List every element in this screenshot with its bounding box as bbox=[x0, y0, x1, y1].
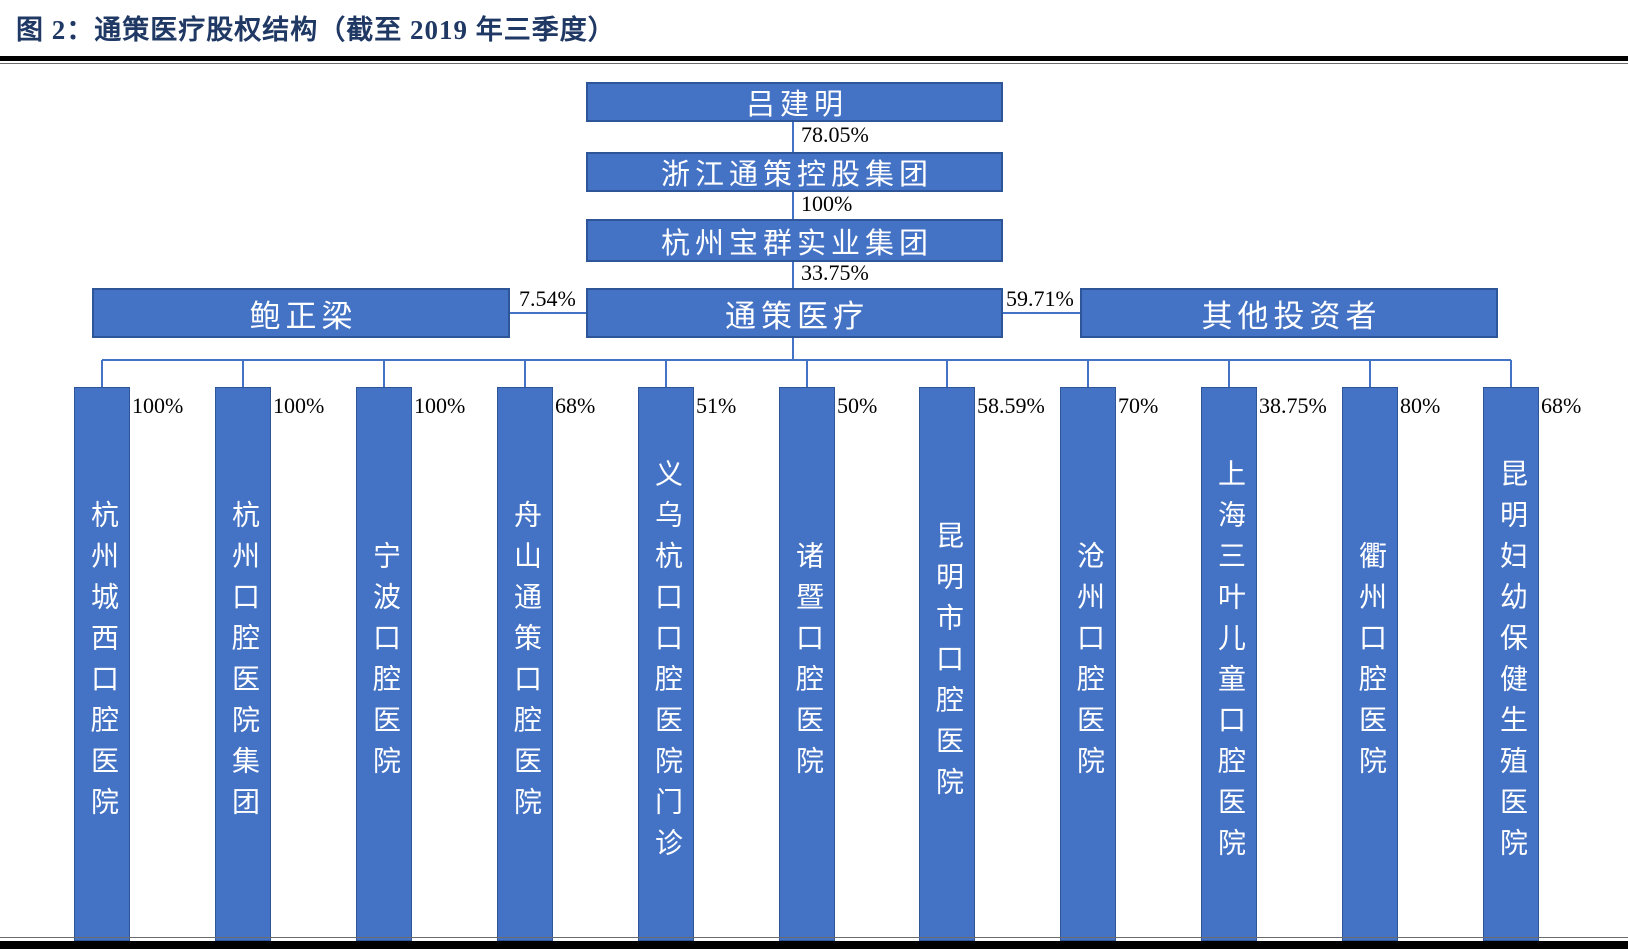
node-label: 杭州口腔医院集团 bbox=[228, 500, 259, 828]
node-subsidiary-2: 杭州口腔医院集团 bbox=[215, 387, 271, 941]
pct-subsidiary-9: 38.75% bbox=[1259, 393, 1327, 418]
node-label: 杭州城西口腔医院 bbox=[87, 500, 118, 828]
pct-subsidiary-3: 100% bbox=[414, 393, 466, 418]
pct-subsidiary-10: 80% bbox=[1400, 393, 1441, 418]
pct-subsidiary-1: 100% bbox=[132, 393, 184, 418]
node-label: 义乌杭口口腔医院门诊 bbox=[651, 459, 682, 869]
pct-subsidiary-7: 58.59% bbox=[977, 393, 1045, 418]
connector-chain-1 bbox=[792, 122, 794, 152]
connector-drop-10 bbox=[1369, 360, 1371, 387]
node-listed-company: 通策医疗 bbox=[586, 288, 1003, 338]
connector-left-link bbox=[510, 312, 586, 314]
node-subsidiary-3: 宁波口腔医院 bbox=[356, 387, 412, 941]
connector-drop-9 bbox=[1228, 360, 1230, 387]
node-industry-group: 杭州宝群实业集团 bbox=[586, 219, 1003, 262]
connector-chain-2 bbox=[792, 192, 794, 219]
node-subsidiary-4: 舟山通策口腔医院 bbox=[497, 387, 553, 941]
node-label: 舟山通策口腔医院 bbox=[510, 500, 541, 828]
connector-center-drop bbox=[792, 338, 794, 360]
node-label: 诸暨口腔医院 bbox=[792, 541, 823, 787]
bottom-thick-rule bbox=[0, 941, 1628, 949]
node-subsidiary-8: 沧州口腔医院 bbox=[1060, 387, 1116, 941]
node-label: 吕建明 bbox=[745, 89, 848, 121]
node-label: 衢州口腔医院 bbox=[1355, 541, 1386, 787]
node-label: 杭州宝群实业集团 bbox=[660, 227, 933, 260]
pct-subsidiary-6: 50% bbox=[837, 393, 878, 418]
pct-right-link: 59.71% bbox=[1006, 286, 1074, 311]
node-label: 昆明妇幼保健生殖医院 bbox=[1496, 459, 1527, 869]
node-subsidiary-6: 诸暨口腔医院 bbox=[779, 387, 835, 941]
node-label: 鲍正梁 bbox=[249, 298, 358, 334]
connector-drop-5 bbox=[665, 360, 667, 387]
pct-chain-2: 100% bbox=[801, 191, 853, 216]
node-label: 通策医疗 bbox=[725, 298, 869, 334]
node-label: 其他投资者 bbox=[1201, 298, 1382, 334]
connector-drop-4 bbox=[524, 360, 526, 387]
node-label: 宁波口腔医院 bbox=[369, 541, 400, 787]
node-subsidiary-9: 上海三叶儿童口腔医院 bbox=[1201, 387, 1257, 941]
pct-subsidiary-8: 70% bbox=[1118, 393, 1159, 418]
node-shareholder-right: 其他投资者 bbox=[1080, 288, 1498, 338]
connector-drop-6 bbox=[806, 360, 808, 387]
connector-chain-3 bbox=[792, 262, 794, 288]
connector-right-link bbox=[1003, 312, 1080, 314]
pct-subsidiary-11: 68% bbox=[1541, 393, 1582, 418]
pct-chain-3: 33.75% bbox=[801, 260, 869, 285]
node-label: 沧州口腔医院 bbox=[1073, 541, 1104, 787]
node-holding-group: 浙江通策控股集团 bbox=[586, 152, 1003, 192]
figure-title: 图 2：通策医疗股权结构（截至 2019 年三季度） bbox=[16, 15, 616, 45]
node-subsidiary-10: 衢州口腔医院 bbox=[1342, 387, 1398, 941]
connector-drop-1 bbox=[101, 360, 103, 387]
connector-drop-8 bbox=[1087, 360, 1089, 387]
connector-drop-3 bbox=[383, 360, 385, 387]
node-label: 上海三叶儿童口腔医院 bbox=[1214, 459, 1245, 869]
connector-drop-7 bbox=[946, 360, 948, 387]
connector-drop-11 bbox=[1510, 360, 1512, 387]
top-thin-rule bbox=[0, 63, 1628, 64]
node-subsidiary-7: 昆明市口腔医院 bbox=[919, 387, 975, 941]
node-subsidiary-5: 义乌杭口口腔医院门诊 bbox=[638, 387, 694, 941]
pct-subsidiary-5: 51% bbox=[696, 393, 737, 418]
pct-chain-1: 78.05% bbox=[801, 122, 869, 147]
pct-subsidiary-4: 68% bbox=[555, 393, 596, 418]
pct-left-link: 7.54% bbox=[519, 286, 576, 311]
bottom-thin-rule bbox=[0, 937, 1628, 938]
connector-drop-2 bbox=[242, 360, 244, 387]
node-subsidiary-1: 杭州城西口腔医院 bbox=[74, 387, 130, 941]
node-label: 浙江通策控股集团 bbox=[660, 159, 933, 191]
node-label: 昆明市口腔医院 bbox=[932, 520, 963, 808]
node-ultimate-owner: 吕建明 bbox=[586, 82, 1003, 122]
pct-subsidiary-2: 100% bbox=[273, 393, 325, 418]
top-thick-rule bbox=[0, 56, 1628, 61]
node-shareholder-left: 鲍正梁 bbox=[92, 288, 510, 338]
node-subsidiary-11: 昆明妇幼保健生殖医院 bbox=[1483, 387, 1539, 941]
